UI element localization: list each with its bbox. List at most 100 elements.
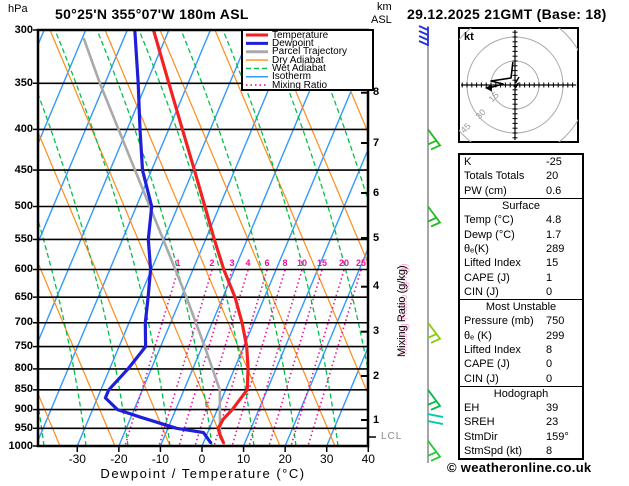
table-row-value: -25 <box>546 156 562 169</box>
table-row-label: θₑ(K) <box>464 242 489 255</box>
temp-tick-label: -30 <box>68 452 86 466</box>
table-row: SREH 23 <box>460 415 582 429</box>
table-row-label: StmDir <box>464 430 498 443</box>
mixing-ratio-value: 2 <box>209 257 215 268</box>
temp-tick-label: 10 <box>236 452 251 466</box>
pressure-tick-label: 850 <box>14 383 33 396</box>
x-axis-title: Dewpoint / Temperature (°C) <box>100 466 306 481</box>
temp-tick-label: 20 <box>278 452 292 466</box>
km-tick-label: 1 <box>373 413 380 426</box>
mixing-ratio-value: 25 <box>355 257 367 268</box>
table-row-value: 4.8 <box>546 214 562 227</box>
legend-item-parcel-trajectory: Parcel Trajectory <box>272 46 348 58</box>
table-row: Temp (°C) 4.8 <box>460 213 582 227</box>
pressure-unit-label: hPa <box>8 3 28 15</box>
table-row: CIN (J) 0 <box>460 285 582 299</box>
table-section-header: Most Unstable <box>485 301 557 314</box>
km-unit-label: km <box>377 1 392 13</box>
pressure-tick-label: 700 <box>14 316 33 329</box>
table-row-label: Totals Totals <box>464 170 525 183</box>
table-row-label: CIN (J) <box>464 285 499 298</box>
pressure-tick-label: 550 <box>14 232 33 245</box>
temp-tick-label: -10 <box>151 452 170 466</box>
pressure-tick-label: 300 <box>14 23 33 36</box>
table-row: StmSpd (kt) 8 <box>460 444 582 458</box>
km-tick-label: 7 <box>373 136 380 149</box>
legend-item-dewpoint: Dewpoint <box>272 37 314 49</box>
legend-item-mixing-ratio: Mixing Ratio <box>272 79 328 91</box>
legend-item-isotherm: Isotherm <box>272 71 311 83</box>
table-row-label: Lifted Index <box>464 257 521 270</box>
table-section: Surface Temp (°C) 4.8 Dewp (°C) 1.7 θₑ(K) 289 L… <box>460 197 582 299</box>
table-row-value: 0 <box>546 358 553 371</box>
table-row-value: 0 <box>546 372 553 385</box>
table-row: CAPE (J) 0 <box>460 357 582 371</box>
table-row: Lifted Index 8 <box>460 343 582 357</box>
pressure-tick-label: 350 <box>14 76 33 89</box>
legend-item-wet-adiabat: Wet Adiabat <box>272 62 326 74</box>
mixing-ratio-value: 10 <box>296 257 308 268</box>
pressure-tick-label: 650 <box>14 290 33 303</box>
km-tick-label: 4 <box>373 280 380 293</box>
table-row-value: 299 <box>546 329 565 342</box>
asl-unit-label: ASL <box>371 14 392 26</box>
table-row: PW (cm) 0.6 <box>460 184 582 198</box>
temp-tick-label: 0 <box>198 452 206 466</box>
table-row-value: 23 <box>546 416 559 429</box>
pressure-tick-label: 600 <box>14 262 33 275</box>
table-row-value: 15 <box>546 257 559 270</box>
table-row-label: Lifted Index <box>464 344 521 356</box>
table-row: EH 39 <box>460 401 582 415</box>
table-row-label: Dewp (°C) <box>464 228 515 241</box>
km-tick-label: 6 <box>373 186 380 199</box>
legend-item-dry-adiabat: Dry Adiabat <box>272 54 324 66</box>
table-row-value: 8 <box>546 445 553 458</box>
pressure-tick-label: 450 <box>14 163 33 176</box>
table-row-label: θₑ (K) <box>464 329 492 342</box>
mixing-ratio-value: 4 <box>245 257 251 268</box>
table-section: Most Unstable Pressure (mb) 750 θₑ (K) 299 Li… <box>460 298 582 386</box>
km-tick-label: 2 <box>373 369 380 382</box>
sounding-indices-table: K -25 Totals Totals 20 PW (cm) 0.6 Surface Temp… <box>458 153 584 460</box>
km-tick-label: 5 <box>373 231 380 244</box>
table-row-value: 750 <box>546 315 565 328</box>
pressure-tick-label: 950 <box>14 421 33 434</box>
location-title: 50°25'N 355°07'W 180m ASL <box>55 6 249 22</box>
mixing-ratio-value: 3 <box>229 257 235 268</box>
table-row-value: 1 <box>546 271 553 284</box>
km-tick-label: 8 <box>373 86 380 99</box>
table-section: Hodograph EH 39 SREH 23 StmDir 159° StmSpd (kt)… <box>460 385 582 458</box>
table-row: Pressure (mb) 750 <box>460 314 582 328</box>
table-row-label: Pressure (mb) <box>464 315 534 328</box>
table-row-value: 0 <box>546 285 553 298</box>
mixing-ratio-value: 1 <box>175 257 181 268</box>
datetime-title: 29.12.2025 21GMT (Base: 18) <box>407 6 607 22</box>
table-row-label: CAPE (J) <box>464 271 510 284</box>
table-row: θₑ(K) 289 <box>460 242 582 256</box>
table-row-label: EH <box>464 402 480 415</box>
pressure-tick-label: 500 <box>14 200 33 212</box>
mixing-ratio-value: 8 <box>282 257 288 268</box>
table-row-value: 159° <box>546 430 569 443</box>
pressure-tick-label: 400 <box>14 122 33 135</box>
table-row-label: CIN (J) <box>464 372 499 385</box>
table-row: CIN (J) 0 <box>460 371 582 385</box>
table-row-value: 0.6 <box>546 184 562 197</box>
table-row-label: Temp (°C) <box>464 214 514 227</box>
table-row-value: 39 <box>546 402 559 415</box>
lcl-label: LCL <box>381 431 403 442</box>
table-row-label: K <box>464 156 472 169</box>
table-section: K -25 Totals Totals 20 PW (cm) 0.6 <box>460 155 582 198</box>
table-row-label: SREH <box>464 416 495 429</box>
temp-tick-label: -20 <box>110 452 128 466</box>
hodograph-unit-label: kt <box>464 31 474 43</box>
table-section-header: Surface <box>502 200 540 213</box>
table-row-value: 289 <box>546 242 565 255</box>
km-tick-label: 3 <box>373 325 380 338</box>
pressure-tick-label: 900 <box>14 403 33 416</box>
pressure-tick-label: 1000 <box>8 439 33 452</box>
watermark: © weatheronline.co.uk <box>447 460 592 475</box>
table-row: θₑ (K) 299 <box>460 329 582 343</box>
table-row-label: CAPE (J) <box>464 358 510 371</box>
